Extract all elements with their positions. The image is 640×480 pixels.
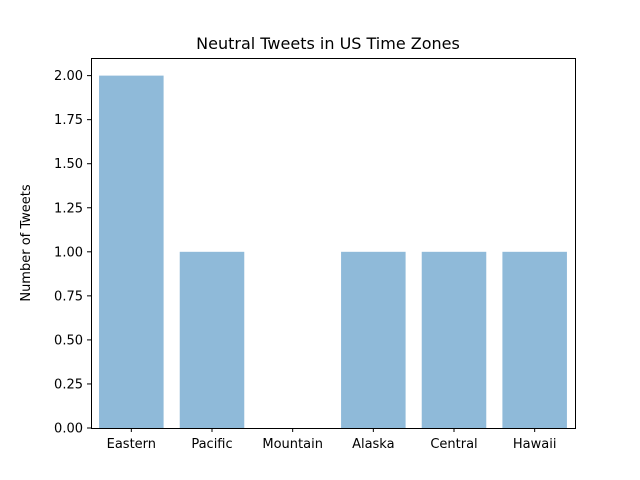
- x-tick-label: Eastern: [107, 437, 156, 452]
- x-tick-label: Pacific: [191, 437, 232, 452]
- x-axis-ticks: Eastern Pacific Mountain Alaska Central Hawai…: [107, 428, 557, 452]
- y-tick-label: 1.25: [54, 201, 83, 216]
- plot-frame: [91, 58, 576, 429]
- y-tick-label: 0.00: [54, 422, 83, 437]
- bar-pacific: [179, 251, 245, 428]
- x-tick-label: Hawaii: [513, 437, 557, 452]
- y-tick-label: 2.00: [54, 69, 83, 84]
- x-tick-label: Central: [430, 437, 477, 452]
- x-tick-label: Mountain: [262, 437, 323, 452]
- y-axis-ticks: 0.00 0.25 0.50 0.75 1.00 1.25 1.50 1.75 2.00: [54, 69, 91, 437]
- y-tick-label: 0.75: [54, 289, 83, 304]
- y-axis-label: Number of Tweets: [19, 184, 34, 302]
- x-tick-label: Alaska: [352, 437, 395, 452]
- y-tick-label: 1.50: [54, 157, 83, 172]
- bars-group: [99, 75, 567, 428]
- y-tick-label: 1.00: [54, 245, 83, 260]
- bar-hawaii: [502, 251, 567, 428]
- y-tick-label: 0.50: [54, 333, 83, 348]
- y-tick-label: 0.25: [54, 377, 83, 392]
- bar-eastern: [99, 75, 164, 428]
- bar-central: [421, 251, 487, 428]
- y-tick-label: 1.75: [54, 113, 83, 128]
- bar-alaska: [341, 251, 406, 428]
- chart-title: Neutral Tweets in US Time Zones: [196, 34, 460, 53]
